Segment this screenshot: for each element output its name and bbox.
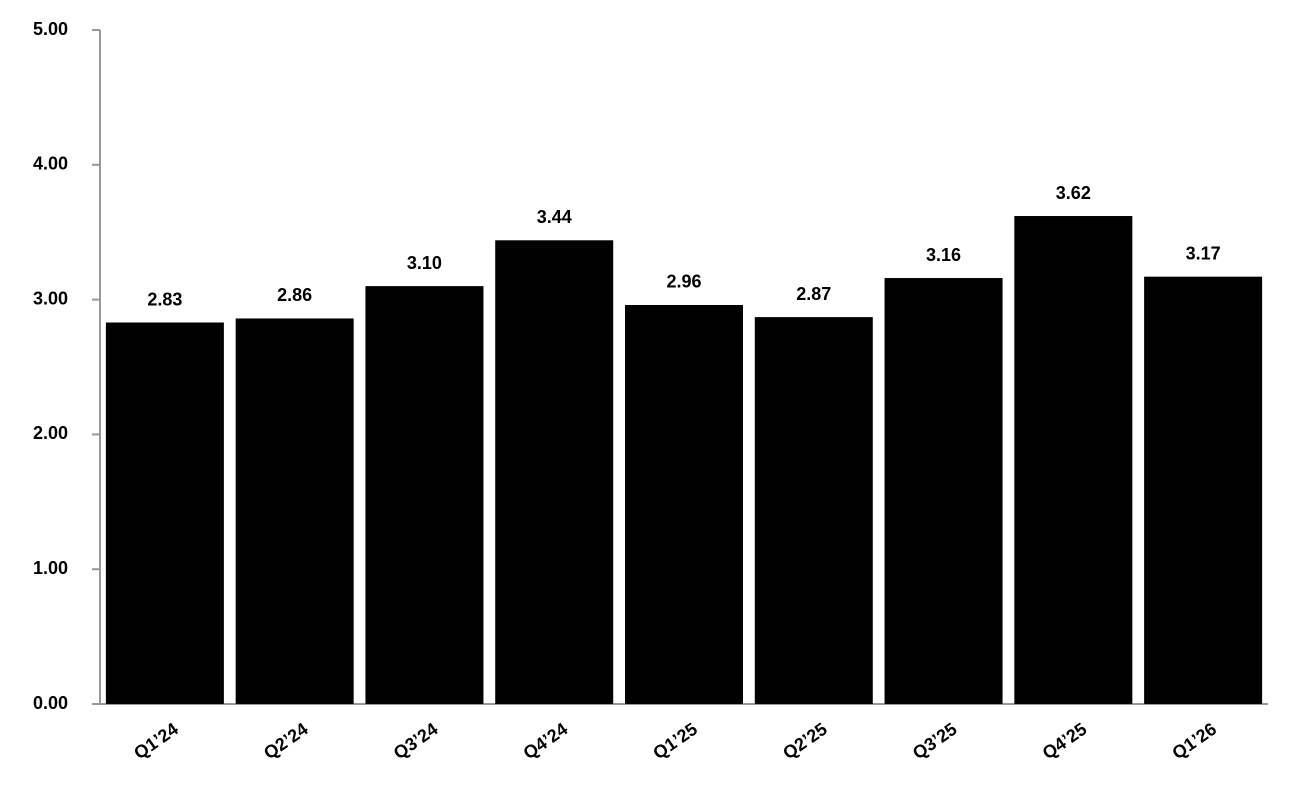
bar <box>884 278 1003 704</box>
value-label: 3.10 <box>407 253 442 273</box>
value-label: 3.16 <box>926 245 961 265</box>
value-label: 3.62 <box>1056 183 1091 203</box>
y-tick-label: 3.00 <box>33 288 68 308</box>
bar <box>625 304 743 704</box>
bar <box>495 240 614 704</box>
x-tick-label: Q2’25 <box>779 719 831 764</box>
y-tick-label: 0.00 <box>33 693 68 713</box>
x-tick-label: Q1’25 <box>649 719 701 764</box>
bar <box>235 318 354 704</box>
x-tick-label: Q3’25 <box>909 719 961 764</box>
y-tick-label: 5.00 <box>33 19 68 39</box>
bar <box>105 322 224 704</box>
value-label: 2.83 <box>147 289 182 309</box>
bar <box>754 317 873 704</box>
y-tick-label: 2.00 <box>33 423 68 443</box>
x-tick-label: Q3’24 <box>390 719 442 764</box>
x-tick-label: Q2’24 <box>260 719 312 764</box>
x-tick-label: Q4’24 <box>520 719 572 764</box>
value-label: 3.17 <box>1186 243 1221 263</box>
bar <box>365 286 484 704</box>
y-tick-label: 4.00 <box>33 154 68 174</box>
value-label: 2.96 <box>666 272 701 292</box>
x-tick-label: Q1’24 <box>130 719 182 764</box>
bar <box>1144 276 1263 704</box>
value-label: 3.44 <box>537 207 572 227</box>
bar <box>1014 216 1133 705</box>
value-label: 2.87 <box>796 284 831 304</box>
x-tick-label: Q4’25 <box>1039 719 1091 764</box>
y-tick-label: 1.00 <box>33 558 68 578</box>
x-tick-label: Q1’26 <box>1168 719 1220 764</box>
value-label: 2.86 <box>277 285 312 305</box>
